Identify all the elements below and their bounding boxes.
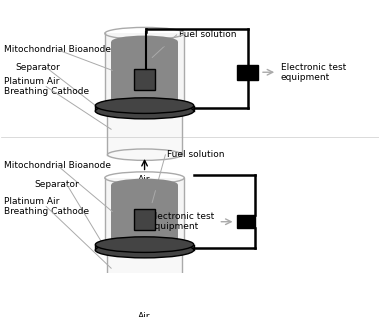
Text: Fuel solution: Fuel solution [179,30,236,39]
Ellipse shape [108,288,182,299]
Ellipse shape [95,98,194,113]
Ellipse shape [105,244,184,256]
Bar [238,65,258,80]
Text: Platinum Air
Breathing Cathode: Platinum Air Breathing Cathode [5,197,90,216]
Ellipse shape [111,179,178,191]
Text: Electronic test
equipment: Electronic test equipment [281,62,346,82]
Ellipse shape [95,237,194,252]
Text: Mitochondrial Bioanode: Mitochondrial Bioanode [5,45,111,54]
Ellipse shape [111,36,178,48]
Text: Air: Air [138,312,151,317]
Text: Fuel solution: Fuel solution [167,150,225,159]
Ellipse shape [111,239,178,251]
Text: Separator: Separator [16,63,60,72]
Ellipse shape [95,242,194,258]
Text: Platinum Air
Breathing Cathode: Platinum Air Breathing Cathode [5,77,90,96]
Polygon shape [111,185,178,245]
Polygon shape [95,106,194,111]
Ellipse shape [111,100,178,112]
Polygon shape [95,245,194,250]
Text: Air: Air [138,175,151,184]
Text: Mitochondrial Bioanode: Mitochondrial Bioanode [5,161,111,170]
Polygon shape [108,251,182,294]
Ellipse shape [95,103,194,119]
Text: Electronic test
equipment: Electronic test equipment [149,212,215,231]
Polygon shape [105,33,184,110]
Bar [238,215,255,228]
Text: Separator: Separator [35,180,79,189]
Bar [134,69,155,90]
Polygon shape [111,42,178,106]
Ellipse shape [105,104,184,116]
Bar [134,209,155,230]
Polygon shape [105,178,184,250]
Polygon shape [108,113,182,155]
Ellipse shape [108,149,182,160]
